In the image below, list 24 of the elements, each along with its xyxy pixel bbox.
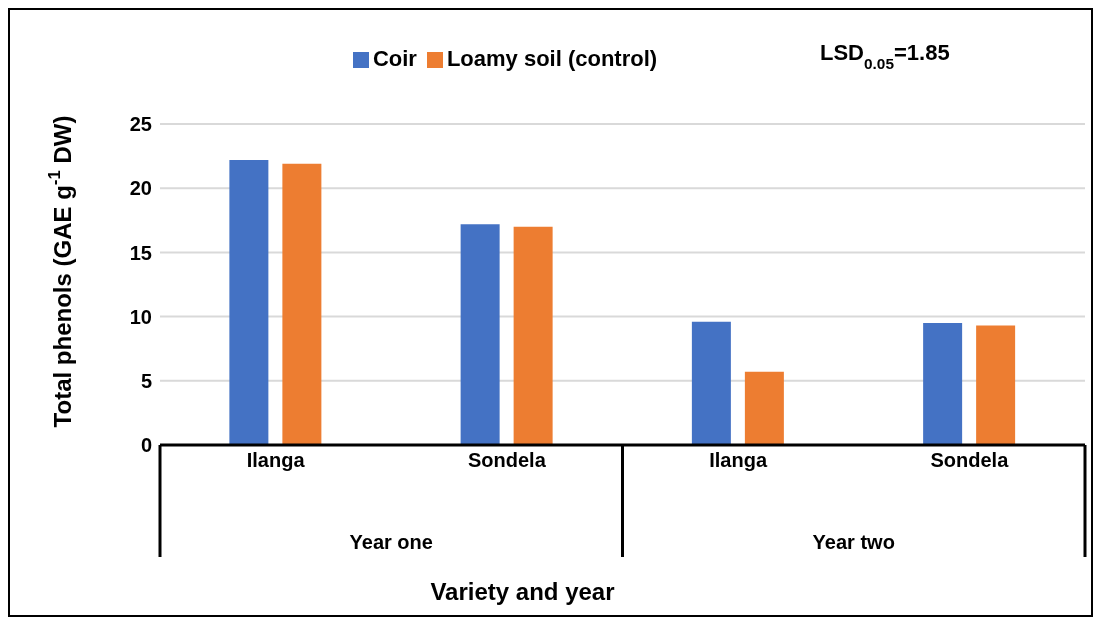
x-tick-label: Sondela <box>930 449 1010 472</box>
y-tick-label: 20 <box>129 177 152 200</box>
bar <box>691 321 731 445</box>
y-tick-label: 0 <box>140 434 152 457</box>
bar <box>229 159 269 445</box>
text: Year one <box>349 531 433 553</box>
x-tick-label: Sondela <box>467 449 547 472</box>
x-tick-label: Ilanga <box>246 449 306 472</box>
bar <box>460 224 500 445</box>
x-tick-label: Ilanga <box>709 449 768 472</box>
legend-label: Loamy soil (control) <box>446 46 658 71</box>
x-axis-title: Variety and year <box>430 578 615 605</box>
bar <box>282 163 322 445</box>
text: Year two <box>812 531 895 553</box>
y-tick-label: 5 <box>140 369 152 392</box>
bar <box>744 371 784 445</box>
legend-label: Coir <box>372 46 417 71</box>
y-tick-label: 10 <box>129 305 152 328</box>
y-tick-label: 15 <box>129 241 152 264</box>
text: LSD$_{0.05}$=1.85 <box>820 40 950 72</box>
bar <box>923 323 963 445</box>
y-tick-label: 25 <box>129 113 152 136</box>
bar <box>976 325 1016 445</box>
bar <box>513 226 553 445</box>
